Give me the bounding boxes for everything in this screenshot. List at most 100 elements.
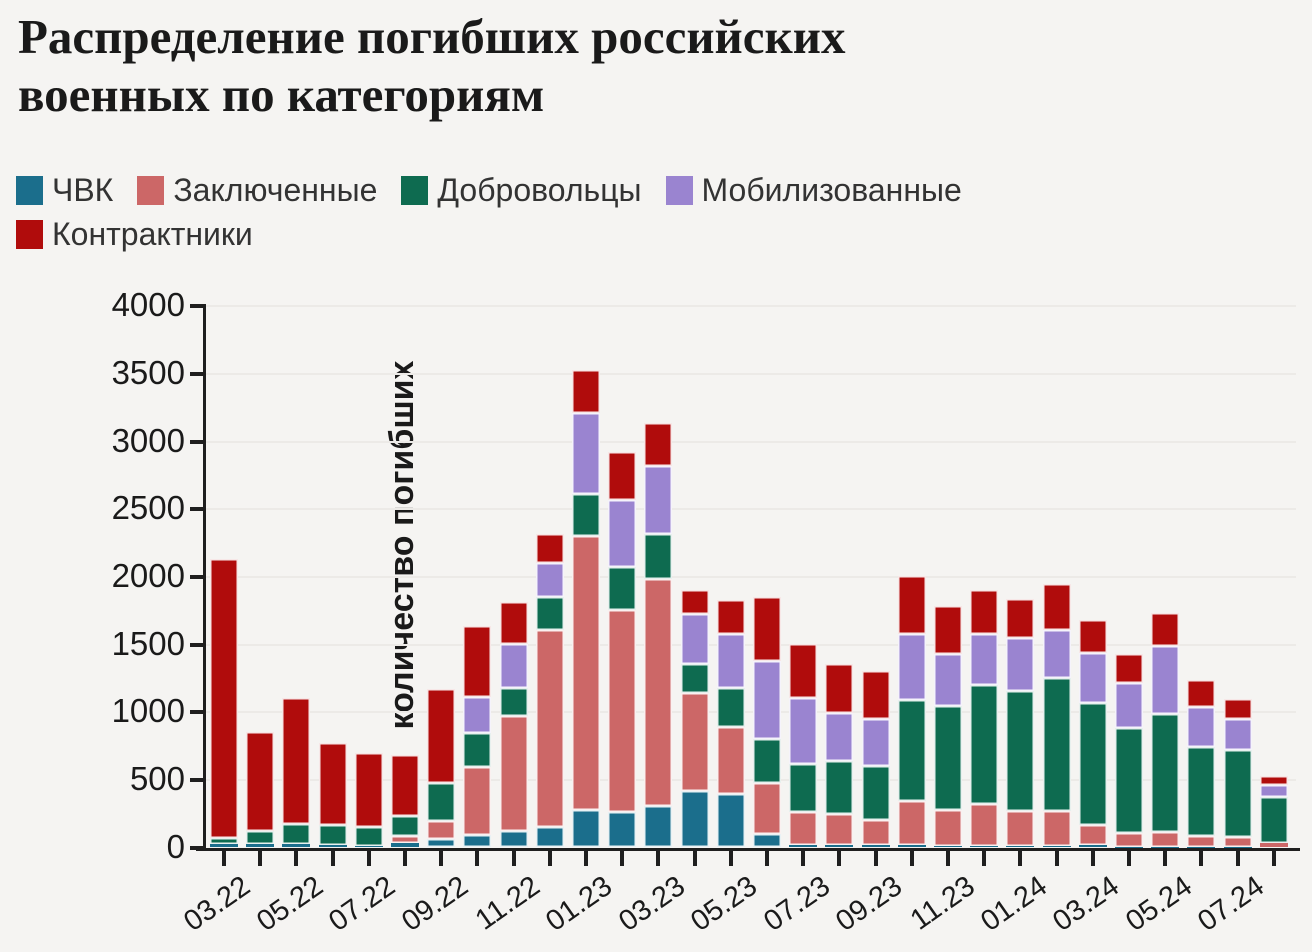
bar-segment <box>1223 718 1252 751</box>
x-tick-label: 07.22 <box>323 870 402 938</box>
x-tick-label: 07.24 <box>1192 870 1270 938</box>
x-tick-label: 11.23 <box>904 870 981 937</box>
bar-segment <box>318 825 347 846</box>
y-tick <box>190 642 205 647</box>
bar-segment <box>210 838 238 845</box>
x-tick <box>620 851 625 866</box>
bar-segment <box>572 810 600 848</box>
bar-segment <box>861 820 890 846</box>
bar-segment <box>1042 629 1071 678</box>
bar-segment <box>246 831 275 845</box>
bar-segment <box>1259 842 1288 848</box>
bar-segment <box>1187 835 1216 847</box>
bar-segment <box>644 805 673 848</box>
x-tick <box>765 851 769 866</box>
x-tick <box>584 851 588 866</box>
bar-segment <box>1006 638 1035 691</box>
y-tick <box>190 507 205 512</box>
bar-segment <box>1115 683 1143 729</box>
gridline <box>206 778 1296 781</box>
bar-segment <box>789 811 818 845</box>
y-tick-label: 1000 <box>111 692 185 730</box>
bar-segment <box>897 845 926 848</box>
bar-segment <box>644 423 673 466</box>
bar-segment <box>282 823 311 845</box>
bar-segment <box>680 664 709 693</box>
x-tick <box>475 851 480 866</box>
bar-segment <box>1259 796 1288 843</box>
x-tick <box>258 851 263 866</box>
bar-segment <box>825 845 854 848</box>
bar-segment <box>1078 825 1107 846</box>
bar-segment <box>463 697 492 734</box>
bar-segment <box>934 706 962 810</box>
bar-segment <box>897 633 926 701</box>
bar-segment <box>391 755 419 816</box>
y-tick-label: 3500 <box>111 353 185 391</box>
bar-segment <box>1006 810 1035 847</box>
bar-segment <box>354 753 383 827</box>
x-tick <box>1271 851 1276 866</box>
bar-segment <box>499 715 528 832</box>
bar-segment <box>716 599 745 635</box>
x-tick <box>1018 851 1023 866</box>
chart-title: Распределение погибших российских военны… <box>18 8 846 124</box>
bar-segment <box>499 687 528 716</box>
chart-title-line1: Распределение погибших российских <box>18 9 846 64</box>
legend-item: Мобилизованные <box>665 172 962 209</box>
bar-segment <box>753 597 781 662</box>
legend-label: Мобилизованные <box>701 172 962 208</box>
bar-segment <box>934 605 962 655</box>
bar-segment <box>354 846 383 848</box>
y-tick-label: 4000 <box>111 286 185 324</box>
x-tick <box>1199 851 1204 866</box>
x-tick <box>801 851 806 866</box>
bar-segment <box>1042 846 1071 848</box>
bar-segment <box>789 643 818 698</box>
bar-segment <box>897 801 926 846</box>
x-tick <box>222 851 226 866</box>
bar-segment <box>608 811 637 848</box>
legend-row-1: ЧВК Заключенные Добровольцы Мобилизованные <box>16 172 962 209</box>
bar-segment <box>970 590 999 635</box>
bar-segment <box>1115 654 1143 684</box>
bar-segment <box>1151 831 1180 847</box>
bar-segment <box>1187 707 1216 747</box>
bar-segment <box>716 634 745 688</box>
bar-segment <box>861 845 890 848</box>
y-tick-label: 500 <box>129 759 185 797</box>
y-tick <box>190 777 205 782</box>
gridline <box>206 440 1296 443</box>
bar-segment <box>1078 845 1107 848</box>
bar-segment <box>716 794 745 848</box>
y-tick <box>190 371 205 376</box>
bar-segment <box>608 567 637 611</box>
x-tick <box>873 851 878 866</box>
x-tick-label: 03.22 <box>178 870 257 938</box>
bar-segment <box>753 782 781 834</box>
x-tick <box>1163 851 1168 866</box>
x-tick-label: 09.22 <box>395 870 474 938</box>
bar-segment <box>644 533 673 579</box>
bar-segment <box>680 791 709 848</box>
x-tick <box>692 851 697 866</box>
bar-segment <box>1006 846 1035 848</box>
bar-segment <box>789 844 818 848</box>
bar-segment <box>970 846 999 848</box>
x-tick-label: 05.24 <box>1119 870 1198 938</box>
bar-segment <box>427 689 456 783</box>
bar-segment <box>680 614 709 665</box>
bar-segment <box>210 844 238 848</box>
y-tick <box>190 574 205 579</box>
gridline <box>206 372 1296 375</box>
x-tick <box>439 851 444 866</box>
x-tick-label: 05.23 <box>685 870 764 938</box>
legend-swatch <box>137 176 165 205</box>
legend-swatch <box>401 176 429 205</box>
gridline <box>206 643 1296 646</box>
bar-segment <box>789 764 818 812</box>
x-tick <box>511 851 516 866</box>
bar-segment <box>282 844 311 848</box>
bar-segment <box>1006 690 1035 811</box>
